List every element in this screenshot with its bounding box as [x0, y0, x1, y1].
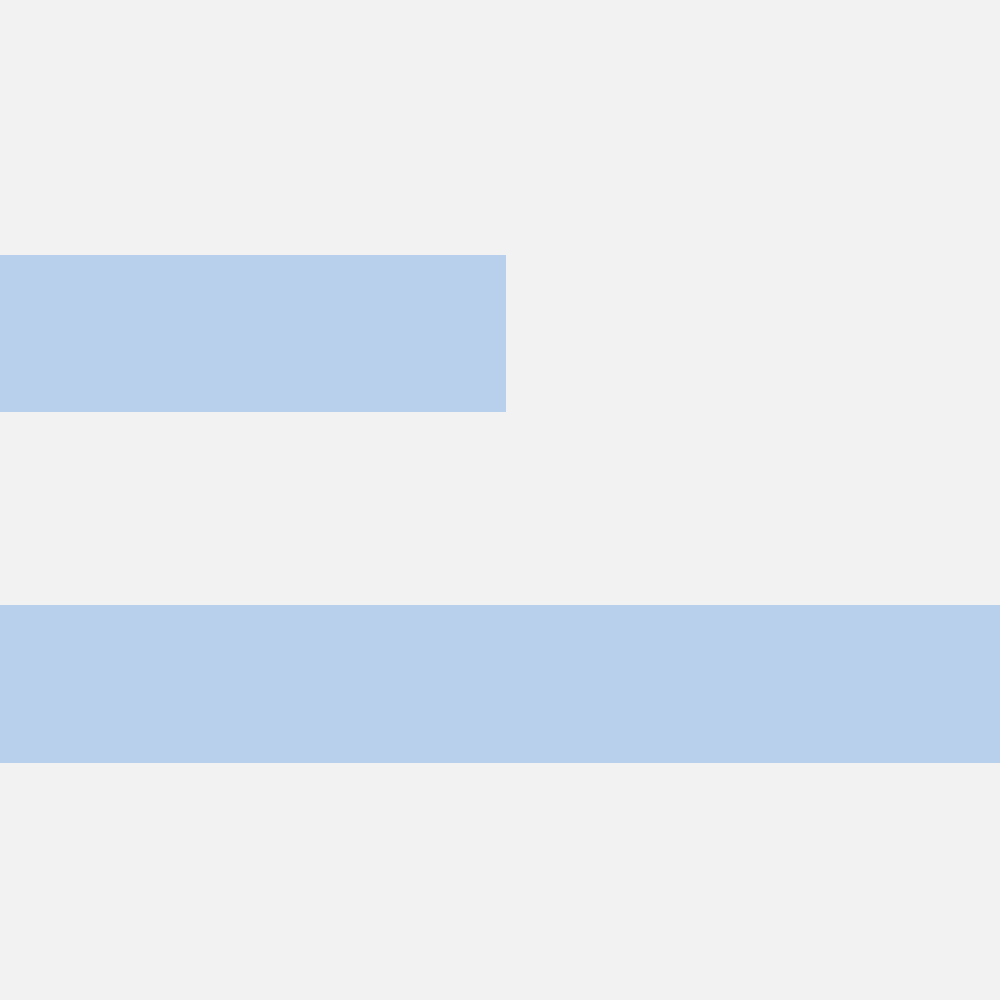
long-horizontal-bar	[0, 605, 1000, 763]
short-horizontal-bar	[0, 255, 506, 412]
